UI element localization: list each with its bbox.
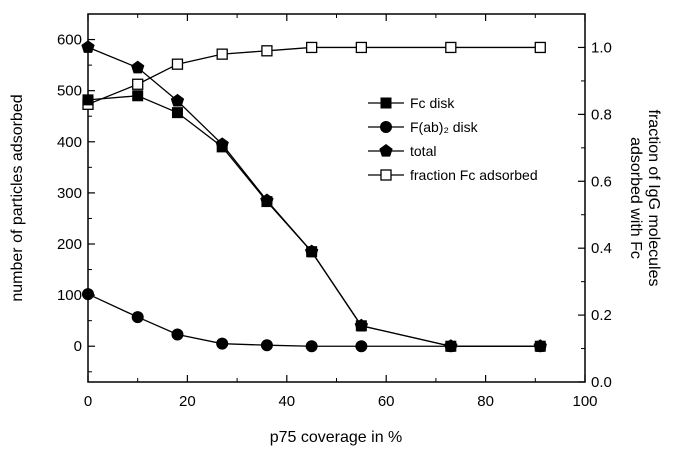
x-tick-label: 20 bbox=[179, 393, 196, 410]
x-tick-label: 100 bbox=[572, 393, 597, 410]
legend-label: Fc disk bbox=[410, 95, 455, 111]
y-left-tick-label: 400 bbox=[57, 134, 82, 151]
y-left-tick-label: 0 bbox=[74, 338, 82, 355]
data-point-f-ab-disk bbox=[260, 339, 273, 352]
data-point-fraction-fc-adsorbed bbox=[171, 58, 184, 70]
data-point-f-ab-disk bbox=[355, 340, 368, 353]
y-right-tick-label: 0.0 bbox=[591, 374, 612, 391]
data-point-total bbox=[304, 244, 319, 258]
y-left-tick-label: 600 bbox=[57, 32, 82, 49]
y-right-tick-label: 1.0 bbox=[591, 39, 612, 56]
plot-frame bbox=[87, 13, 586, 383]
y-left-tick-label: 300 bbox=[57, 185, 82, 202]
data-point-f-ab-disk bbox=[216, 337, 229, 350]
data-point-f-ab-disk bbox=[131, 311, 144, 324]
data-point-fraction-fc-adsorbed bbox=[261, 45, 273, 57]
data-point-total bbox=[444, 339, 458, 352]
x-tick-label: 40 bbox=[278, 393, 295, 410]
data-point-f-ab-disk bbox=[305, 340, 318, 353]
series-line-f-ab-disk bbox=[87, 293, 541, 347]
series-layer bbox=[81, 40, 547, 353]
series-line-total bbox=[87, 46, 541, 347]
legend-marker bbox=[380, 97, 392, 109]
y-right-tick-label: 0.4 bbox=[591, 240, 612, 257]
right-y-axis-title-line2: adsorbed with Fc bbox=[627, 137, 644, 259]
data-point-fc-disk bbox=[171, 107, 183, 119]
y-left-tick-label: 500 bbox=[57, 83, 82, 100]
legend: Fc disk F(ab)₂ disk total fraction Fc adsor… bbox=[368, 95, 538, 183]
right-y-axis-title-line1: fraction of IgG molecules bbox=[645, 110, 662, 287]
data-point-total bbox=[81, 40, 95, 53]
series-line-fraction-fc-adsorbed bbox=[87, 46, 541, 105]
legend-marker bbox=[380, 121, 392, 133]
data-point-total bbox=[260, 193, 274, 207]
legend-item-f-ab-disk: F(ab)₂ disk bbox=[368, 119, 479, 135]
y-left-tick-label: 200 bbox=[57, 236, 82, 253]
legend-item-fraction-fc-adsorbed: fraction Fc adsorbed bbox=[368, 167, 538, 183]
data-point-fraction-fc-adsorbed bbox=[445, 41, 457, 54]
x-axis-ticks: 0 20 40 60 80 100 bbox=[84, 14, 598, 410]
data-point-fraction-fc-adsorbed bbox=[216, 48, 228, 60]
data-point-total bbox=[170, 93, 185, 107]
data-point-total bbox=[533, 339, 547, 352]
legend-item-fc-disk: Fc disk bbox=[368, 95, 455, 111]
y-right-tick-label: 0.6 bbox=[591, 173, 612, 190]
left-y-axis-ticks: 0 100 200 300 400 500 600 bbox=[57, 32, 95, 373]
data-point-fraction-fc-adsorbed bbox=[534, 41, 546, 54]
data-point-fc-disk bbox=[82, 94, 94, 106]
legend-label: fraction Fc adsorbed bbox=[410, 167, 538, 183]
y-right-tick-label: 0.2 bbox=[591, 307, 612, 324]
series-total bbox=[81, 40, 547, 352]
legend-marker bbox=[379, 144, 393, 157]
data-point-total bbox=[215, 137, 229, 150]
data-point-total bbox=[131, 60, 145, 74]
right-y-axis-ticks: 0.0 0.2 0.4 0.6 0.8 1.0 bbox=[578, 39, 612, 391]
legend-label: total bbox=[410, 143, 436, 159]
data-point-total bbox=[354, 318, 369, 332]
data-point-fraction-fc-adsorbed bbox=[305, 41, 318, 54]
data-point-f-ab-disk bbox=[82, 288, 94, 301]
x-tick-label: 0 bbox=[84, 393, 92, 410]
x-tick-label: 60 bbox=[378, 393, 395, 410]
legend-marker bbox=[380, 169, 392, 181]
data-point-fraction-fc-adsorbed bbox=[132, 78, 144, 90]
data-point-fraction-fc-adsorbed bbox=[355, 41, 368, 54]
y-left-tick-label: 100 bbox=[57, 287, 82, 304]
data-point-f-ab-disk bbox=[171, 328, 184, 341]
x-tick-label: 80 bbox=[477, 393, 494, 410]
series-fraction-fc-adsorbed bbox=[82, 41, 546, 110]
x-axis-title: p75 coverage in % bbox=[270, 429, 403, 446]
left-y-axis-title: number of particles adsorbed bbox=[9, 94, 26, 301]
legend-label: F(ab)₂ disk bbox=[410, 119, 479, 135]
legend-item-total: total bbox=[368, 143, 436, 159]
series-f-ab-disk bbox=[82, 288, 547, 353]
data-point-fc-disk bbox=[132, 90, 144, 102]
y-right-tick-label: 0.8 bbox=[591, 106, 612, 123]
